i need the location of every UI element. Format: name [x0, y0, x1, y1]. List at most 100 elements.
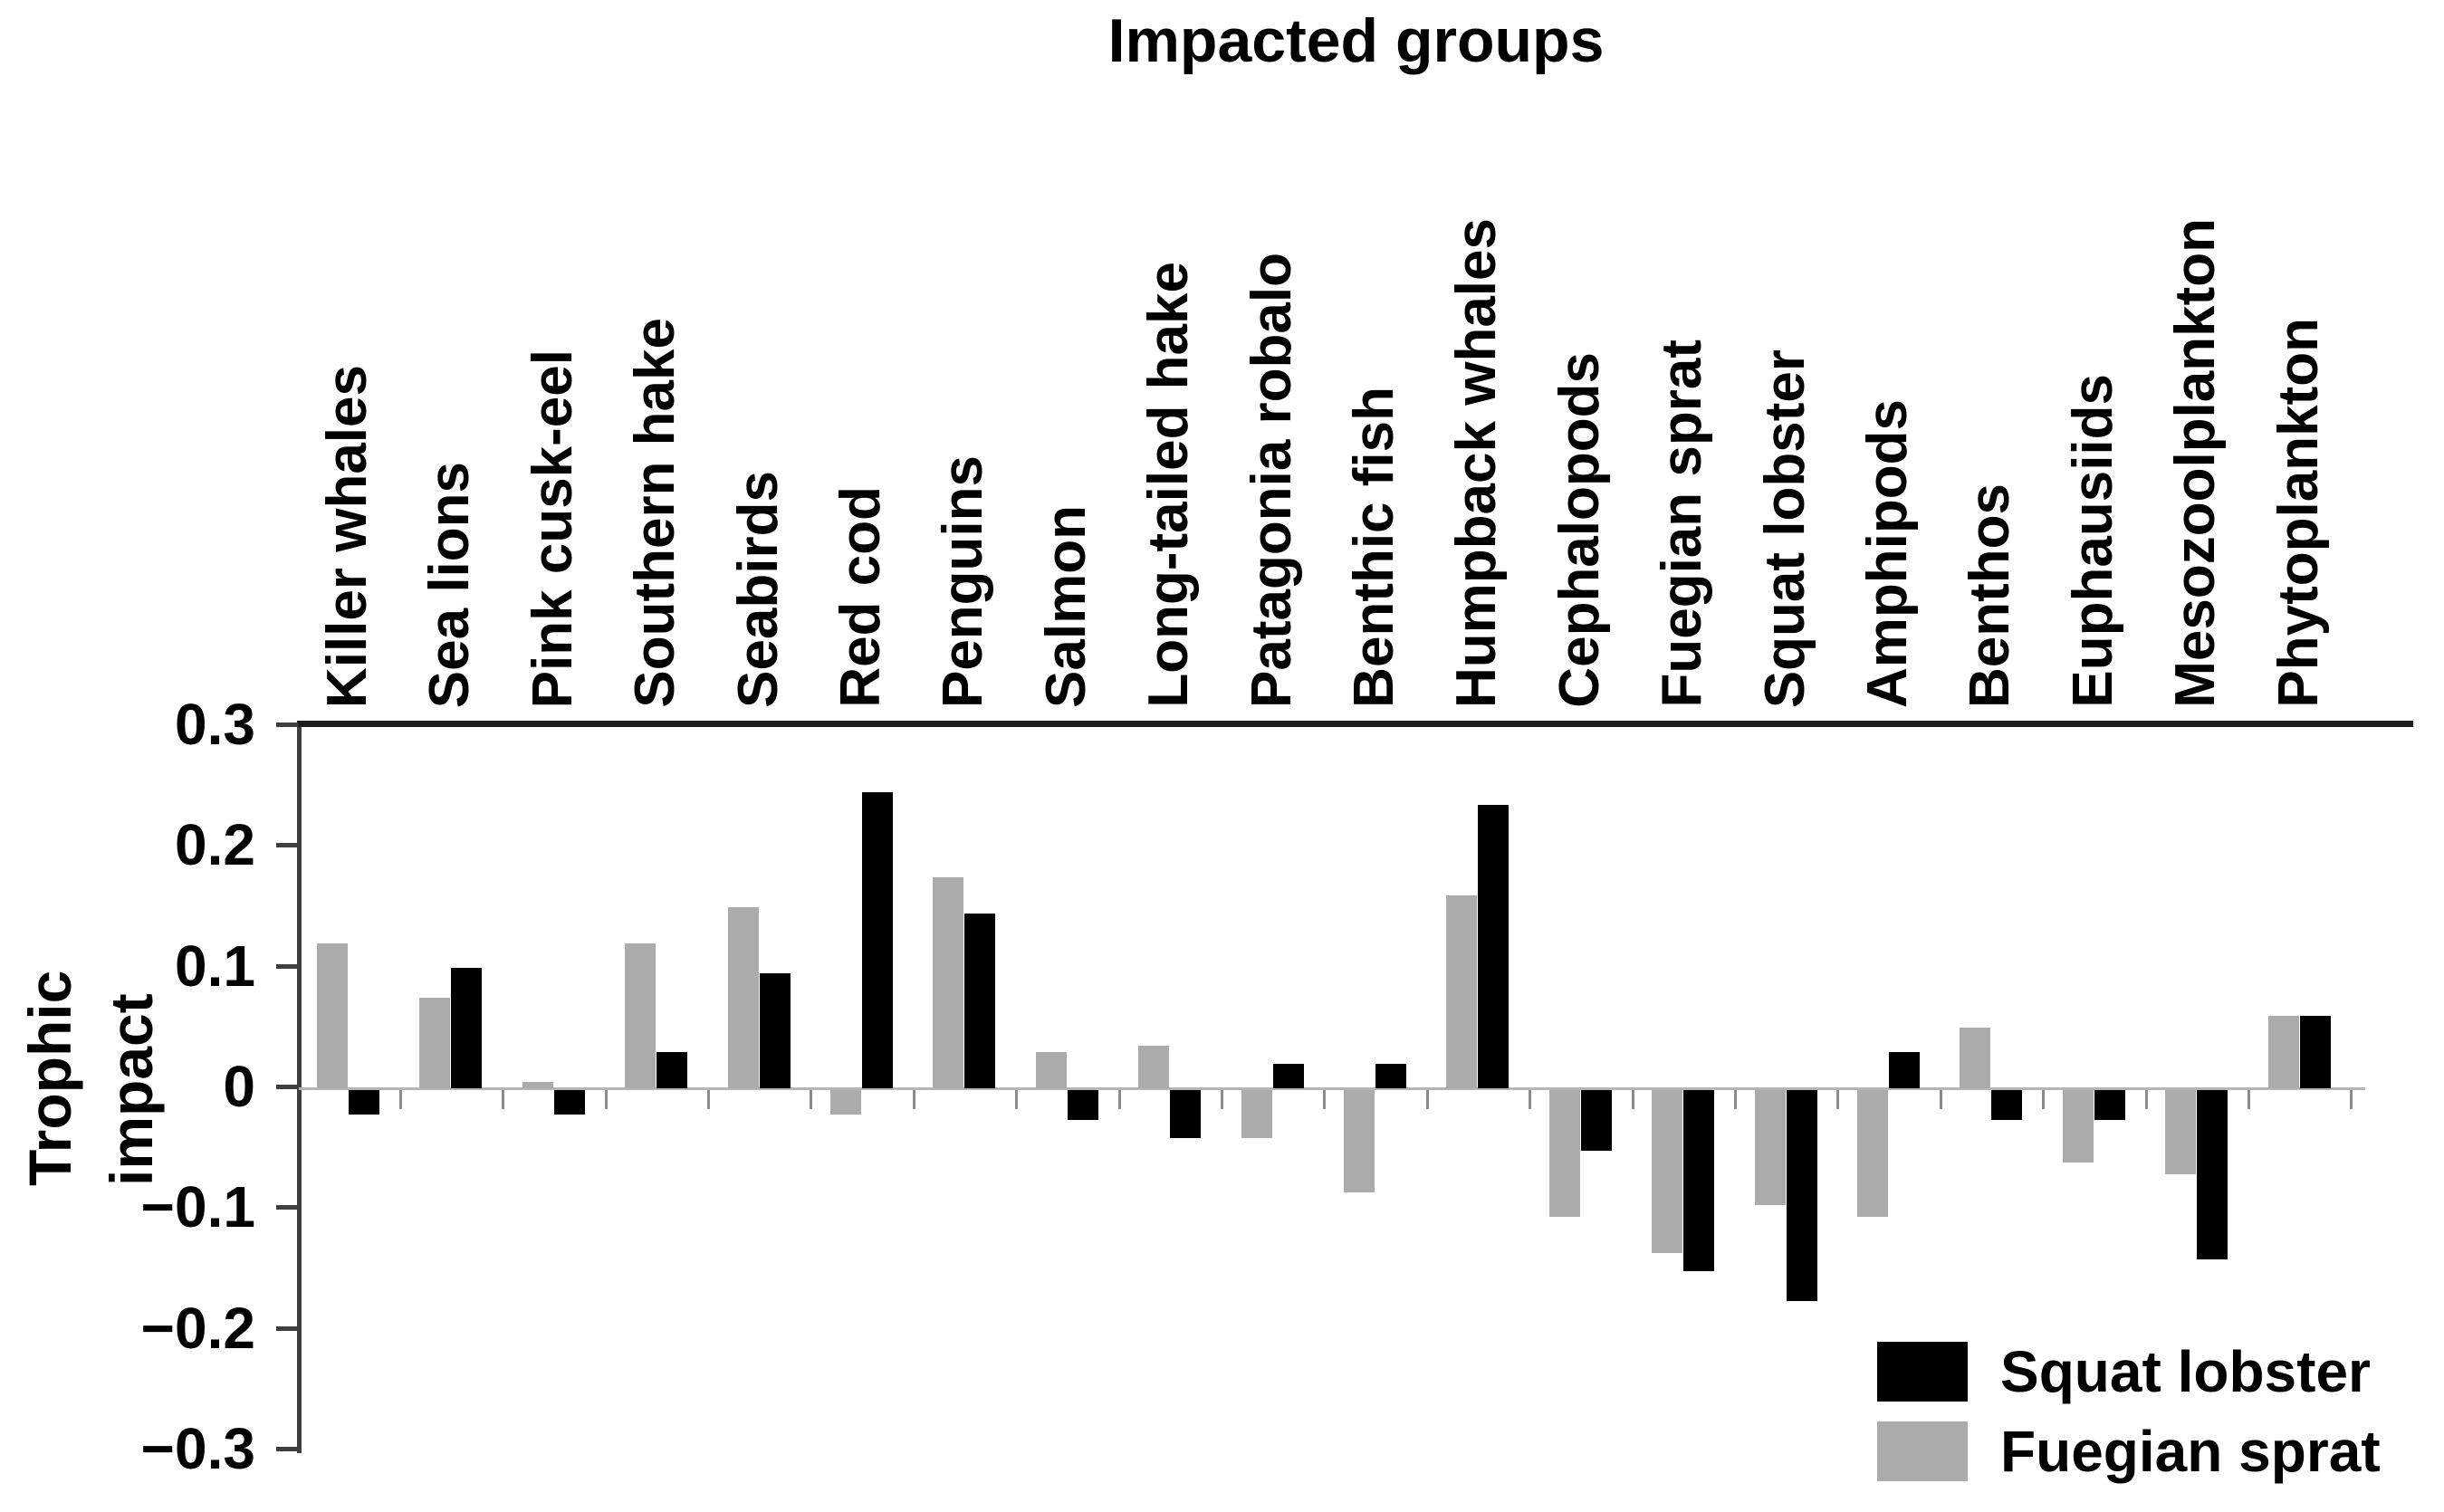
category-label: Fuegian sprat: [1651, 340, 1714, 708]
bar-fuegian-sprat: [933, 877, 964, 1088]
x-axis-tick-mark: [1940, 1090, 1942, 1109]
y-axis-tick-label: 0: [223, 1053, 255, 1119]
category-label: Sea lions: [418, 461, 482, 708]
y-axis-tick-mark: [276, 963, 298, 969]
x-axis-tick-mark: [1734, 1090, 1737, 1109]
bar-fuegian-sprat: [419, 998, 451, 1088]
bar-fuegian-sprat: [1754, 1090, 1786, 1205]
bar-squat-lobster: [1375, 1064, 1406, 1088]
bar-fuegian-sprat: [1652, 1090, 1683, 1253]
x-axis-tick-mark: [399, 1090, 402, 1109]
bar-fuegian-sprat: [830, 1090, 861, 1115]
x-axis-tick-mark: [1323, 1090, 1326, 1109]
legend-label-fuegian-sprat: Fuegian sprat: [2000, 1419, 2381, 1484]
y-axis-tick-label: −0.1: [140, 1174, 255, 1240]
bar-fuegian-sprat: [727, 907, 759, 1088]
bar-squat-lobster: [657, 1052, 688, 1088]
y-axis-tick-label: 0.1: [175, 933, 255, 999]
category-label: Benthic fish: [1343, 387, 1405, 708]
category-label: Patagonia robalo: [1240, 253, 1303, 708]
category-label-box: Pink cusk-eel: [510, 0, 597, 708]
category-label-box: Patagonia robalo: [1229, 0, 1316, 708]
bar-fuegian-sprat: [2062, 1090, 2094, 1163]
x-axis-tick-mark: [2042, 1090, 2045, 1109]
x-axis-tick-mark: [605, 1090, 608, 1109]
category-label-box: Amphipods: [1845, 0, 1931, 708]
category-label-box: Mesozoolplankton: [2152, 0, 2239, 708]
bar-fuegian-sprat: [1548, 1090, 1580, 1217]
bar-fuegian-sprat: [625, 943, 657, 1088]
category-label-box: Euphausiids: [2050, 0, 2137, 708]
category-label-box: Long-tailed hake: [1126, 0, 1212, 708]
x-axis-tick-mark: [1836, 1090, 1839, 1109]
legend-row-squat-lobster: Squat lobster: [1877, 1342, 2381, 1402]
bar-squat-lobster: [1889, 1052, 1920, 1088]
bar-squat-lobster: [1991, 1090, 2023, 1120]
bar-squat-lobster: [2299, 1016, 2331, 1088]
category-label: Seabirds: [726, 471, 790, 708]
x-axis-tick-mark: [1118, 1090, 1121, 1109]
category-label-box: Benthic fish: [1331, 0, 1418, 708]
x-axis-tick-mark: [913, 1090, 915, 1109]
bar-squat-lobster: [1786, 1090, 1817, 1301]
bar-fuegian-sprat: [2267, 1016, 2299, 1088]
x-axis-tick-mark: [707, 1090, 710, 1109]
bar-fuegian-sprat: [1446, 895, 1478, 1088]
legend-swatch-squat-lobster: [1877, 1342, 1968, 1402]
bar-squat-lobster: [2197, 1090, 2228, 1259]
bar-fuegian-sprat: [1241, 1090, 1272, 1138]
bar-squat-lobster: [349, 1090, 379, 1115]
x-axis-tick-mark: [502, 1090, 504, 1109]
category-label-box: Squat lobster: [1742, 0, 1829, 708]
x-axis-tick-mark: [1015, 1090, 1018, 1109]
y-axis-tick-label: 0.3: [175, 692, 255, 757]
zero-baseline: [299, 1087, 2365, 1090]
category-label: Phytoplankton: [2267, 318, 2330, 708]
category-label: Penguins: [932, 455, 995, 708]
x-axis-tick-mark: [1632, 1090, 1634, 1109]
category-label: Benthos: [1959, 483, 2022, 708]
category-label: Long-tailed hake: [1137, 262, 1201, 708]
y-axis-tick-mark: [276, 1205, 298, 1211]
category-label: Cephalopods: [1548, 352, 1611, 708]
category-label: Euphausiids: [2061, 374, 2124, 708]
category-label: Squat lobster: [1753, 349, 1816, 708]
bar-squat-lobster: [1272, 1064, 1304, 1088]
legend: Squat lobster Fuegian sprat: [1877, 1342, 2381, 1501]
category-label: Amphipods: [1856, 399, 1919, 708]
chart-title: Impacted groups: [1107, 6, 1605, 75]
plot-top-border: [297, 721, 2413, 727]
bar-squat-lobster: [1067, 1090, 1098, 1120]
category-label-box: Fuegian sprat: [1639, 0, 1726, 708]
bar-fuegian-sprat: [317, 943, 348, 1088]
bar-squat-lobster: [964, 914, 996, 1088]
y-axis-tick-mark: [276, 723, 298, 727]
legend-row-fuegian-sprat: Fuegian sprat: [1877, 1421, 2381, 1481]
x-axis-tick-mark: [2248, 1090, 2250, 1109]
category-label-box: Salmon: [1023, 0, 1110, 708]
bar-fuegian-sprat: [1344, 1090, 1375, 1192]
x-axis-tick-mark: [2145, 1090, 2148, 1109]
category-label: Southern hake: [624, 318, 687, 708]
category-label-box: Penguins: [920, 0, 1007, 708]
bar-fuegian-sprat: [1857, 1090, 1888, 1217]
bar-fuegian-sprat: [2165, 1090, 2197, 1174]
y-axis-tick-mark: [276, 1325, 298, 1331]
bar-squat-lobster: [451, 968, 483, 1088]
bar-squat-lobster: [2094, 1090, 2125, 1120]
y-axis-tick-label: −0.2: [140, 1295, 255, 1361]
bar-fuegian-sprat: [522, 1082, 553, 1088]
x-axis-tick-mark: [2350, 1090, 2353, 1109]
category-label: Red cod: [829, 486, 892, 708]
category-label-box: Red cod: [818, 0, 905, 708]
category-label: Humpback whales: [1445, 218, 1509, 708]
x-axis-tick-mark: [810, 1090, 812, 1109]
category-label-box: Killer whales: [304, 0, 391, 708]
legend-swatch-fuegian-sprat: [1877, 1421, 1968, 1481]
y-axis-tick-mark: [276, 1084, 298, 1089]
bar-squat-lobster: [1478, 805, 1510, 1088]
bar-fuegian-sprat: [1138, 1046, 1170, 1088]
category-label-box: Seabirds: [715, 0, 802, 708]
bar-squat-lobster: [553, 1090, 585, 1115]
